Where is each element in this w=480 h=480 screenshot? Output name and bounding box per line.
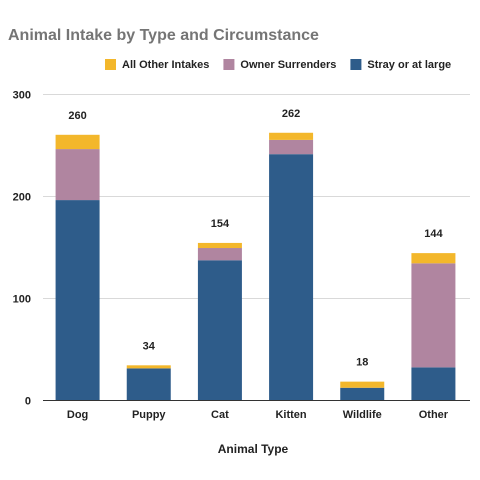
bars xyxy=(55,132,456,400)
legend-swatch xyxy=(105,59,116,70)
bar-segment xyxy=(197,260,242,400)
bar-segment xyxy=(197,248,242,261)
x-tick-label: Kitten xyxy=(275,409,306,421)
bar-segment xyxy=(55,149,100,201)
legend-label: All Other Intakes xyxy=(122,59,209,71)
bar-segment xyxy=(55,200,100,400)
x-axis-title: Animal Type xyxy=(218,442,289,456)
total-label: 34 xyxy=(143,340,156,352)
bar-segment xyxy=(126,365,171,369)
x-tick-label: Puppy xyxy=(132,409,166,421)
y-tick-label: 200 xyxy=(13,192,31,204)
y-tick-label: 300 xyxy=(13,90,31,102)
legend-swatch xyxy=(223,59,235,70)
legend-label: Stray or at large xyxy=(367,59,451,71)
bar-segment xyxy=(340,381,385,388)
total-label: 18 xyxy=(356,357,368,369)
bar-segment xyxy=(269,132,314,140)
y-tick-label: 0 xyxy=(25,396,31,408)
y-tick-label: 100 xyxy=(13,294,31,306)
bar-segment xyxy=(340,387,385,400)
bar-segment xyxy=(411,263,456,368)
bar-segment xyxy=(55,134,100,150)
bar-segment xyxy=(269,139,314,155)
x-axis-labels: Dog Puppy Cat Kitten Wildlife Other xyxy=(67,409,449,421)
gridlines xyxy=(43,94,470,299)
chart-title: Animal Intake by Type and Circumstance xyxy=(8,27,319,44)
legend: All Other Intakes Owner Surrenders Stray o… xyxy=(105,59,451,71)
legend-swatch xyxy=(350,59,362,70)
x-tick-label: Wildlife xyxy=(343,409,382,421)
total-labels: 260 34 154 262 18 144 xyxy=(68,108,443,369)
x-tick-label: Other xyxy=(419,409,449,421)
bar-segment xyxy=(269,154,314,400)
bar-segment xyxy=(197,242,242,249)
total-label: 262 xyxy=(282,108,300,120)
bar-segment xyxy=(126,368,171,400)
bar-segment xyxy=(411,253,456,264)
x-tick-label: Dog xyxy=(67,409,88,421)
total-label: 144 xyxy=(424,228,443,240)
x-tick-label: Cat xyxy=(211,409,229,421)
y-axis-ticks: 0 100 200 300 xyxy=(13,90,31,408)
legend-label: Owner Surrenders xyxy=(240,59,336,71)
total-label: 260 xyxy=(68,110,86,122)
bar-segment xyxy=(411,367,456,400)
total-label: 154 xyxy=(211,218,230,230)
